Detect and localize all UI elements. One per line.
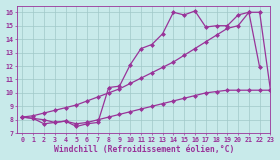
X-axis label: Windchill (Refroidissement éolien,°C): Windchill (Refroidissement éolien,°C) bbox=[53, 145, 234, 154]
